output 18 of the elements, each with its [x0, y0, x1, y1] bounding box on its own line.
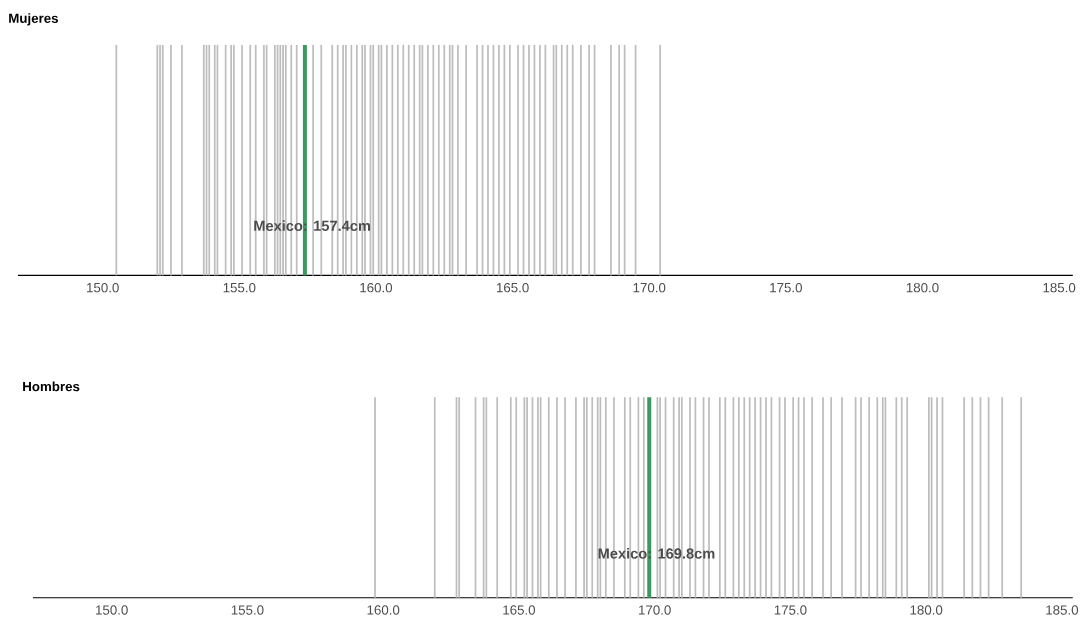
x-tick-label: 150.0 [87, 283, 119, 293]
x-tick-label: 185.0 [1043, 283, 1076, 293]
x-tick-label: 180.0 [906, 283, 939, 293]
x-tick-label: 150.0 [96, 605, 128, 615]
x-tick-label: 155.0 [223, 283, 256, 293]
x-tick-label: 180.0 [910, 605, 943, 615]
x-tick-label: 160.0 [360, 283, 393, 293]
chart-title: Hombres [23, 381, 80, 392]
x-tick-label: 170.0 [639, 605, 671, 615]
x-tick-label: 165.0 [503, 605, 536, 615]
x-tick-label: 175.0 [770, 283, 802, 293]
x-tick-label: 170.0 [633, 283, 666, 293]
x-tick-label: 185.0 [1046, 605, 1079, 615]
x-tick-label: 155.0 [231, 605, 264, 615]
x-tick-label: 175.0 [774, 605, 807, 615]
x-tick-label: 165.0 [496, 283, 529, 293]
chart-title: Mujeres [9, 13, 59, 26]
x-tick-label: 160.0 [367, 605, 400, 615]
